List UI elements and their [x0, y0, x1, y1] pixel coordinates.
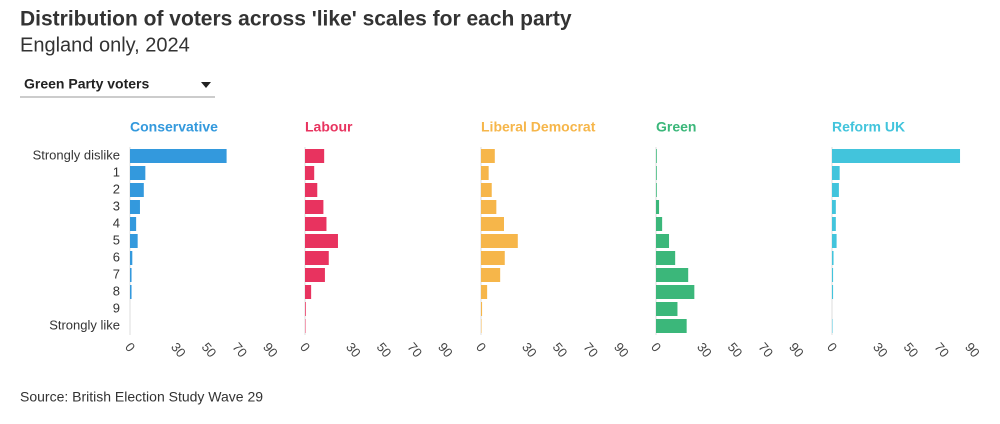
bar	[130, 166, 145, 180]
bar	[832, 166, 840, 180]
y-tick-label: 5	[113, 232, 120, 247]
bar	[832, 217, 836, 231]
bar	[305, 200, 323, 214]
y-tick-label: 6	[113, 249, 120, 264]
bar	[656, 251, 675, 265]
bar	[305, 234, 338, 248]
bar	[656, 200, 659, 214]
dropdown-label[interactable]: Green Party voters	[24, 76, 149, 92]
chart-subtitle: England only, 2024	[20, 34, 190, 56]
bar	[130, 200, 140, 214]
y-tick-label: 9	[113, 300, 120, 315]
bar	[305, 183, 317, 197]
bar	[481, 183, 492, 197]
bar	[656, 268, 688, 282]
bar	[832, 149, 960, 163]
source-note: Source: British Election Study Wave 29	[20, 389, 263, 405]
bar	[130, 285, 132, 299]
bar	[832, 268, 833, 282]
bar	[130, 268, 132, 282]
panel-title: Labour	[305, 119, 353, 135]
bar	[481, 166, 489, 180]
bar	[305, 166, 314, 180]
bar	[656, 217, 662, 231]
bar	[305, 285, 311, 299]
bar	[656, 234, 669, 248]
bar	[305, 268, 325, 282]
panel-title: Conservative	[130, 119, 218, 135]
bar	[305, 217, 326, 231]
bar	[656, 166, 657, 180]
y-tick-label: 8	[113, 283, 120, 298]
bar	[481, 251, 505, 265]
y-tick-label: 2	[113, 181, 120, 196]
bar	[305, 251, 329, 265]
bar	[481, 217, 504, 231]
panel-title: Liberal Democrat	[481, 119, 596, 135]
bar	[305, 302, 306, 316]
y-tick-label: 7	[113, 266, 120, 281]
bar	[481, 302, 482, 316]
bar	[130, 251, 132, 265]
bar	[656, 302, 677, 316]
bar	[656, 319, 687, 333]
bar	[481, 234, 518, 248]
y-tick-label: 1	[113, 164, 120, 179]
bar	[130, 149, 227, 163]
bar	[481, 268, 500, 282]
panel-title: Green	[656, 119, 696, 135]
y-tick-label: 3	[113, 198, 120, 213]
bar	[305, 149, 324, 163]
bar	[832, 234, 837, 248]
y-tick-label: 4	[113, 215, 120, 230]
bar	[130, 183, 144, 197]
bar	[481, 149, 495, 163]
bar	[832, 200, 836, 214]
bar	[656, 285, 694, 299]
bar	[832, 183, 839, 197]
y-tick-label: Strongly like	[49, 317, 120, 332]
panel-title: Reform UK	[832, 119, 905, 135]
y-tick-label: Strongly dislike	[33, 147, 120, 162]
bar	[656, 149, 657, 163]
chart-title: Distribution of voters across 'like' sca…	[20, 8, 572, 31]
bar	[130, 234, 138, 248]
bar	[832, 285, 833, 299]
bar	[832, 251, 834, 265]
bar	[656, 183, 657, 197]
bar	[481, 285, 487, 299]
bar	[481, 200, 496, 214]
bar	[130, 217, 136, 231]
